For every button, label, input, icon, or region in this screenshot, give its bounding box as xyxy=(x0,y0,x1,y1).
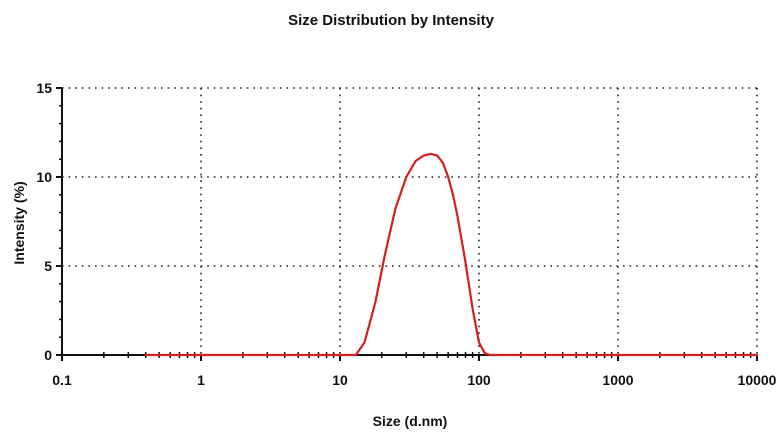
x-tick-label: 10 xyxy=(332,372,348,388)
y-tick-label: 10 xyxy=(36,169,52,185)
x-tick-label: 1 xyxy=(197,372,205,388)
tick-marks xyxy=(56,87,758,361)
y-tick-label: 0 xyxy=(44,347,52,363)
chart-title: Size Distribution by Intensity xyxy=(288,12,495,29)
y-tick-label: 5 xyxy=(44,258,52,274)
series-layer xyxy=(144,152,759,357)
x-tick-label: 10000 xyxy=(738,372,777,388)
y-axis-label: Intensity (%) xyxy=(11,181,27,264)
x-tick-label: 100 xyxy=(467,372,491,388)
x-tick-label: 0.1 xyxy=(52,372,72,388)
x-axis-label: Size (d.nm) xyxy=(373,413,448,429)
grid-lines xyxy=(62,87,758,355)
y-tick-label: 15 xyxy=(36,80,52,96)
axes xyxy=(61,88,757,356)
intensity-series-line xyxy=(144,152,759,357)
tick-labels: 0.1 1 10 100 1000 10000 0 5 10 15 xyxy=(36,80,776,388)
x-tick-label: 1000 xyxy=(602,372,633,388)
